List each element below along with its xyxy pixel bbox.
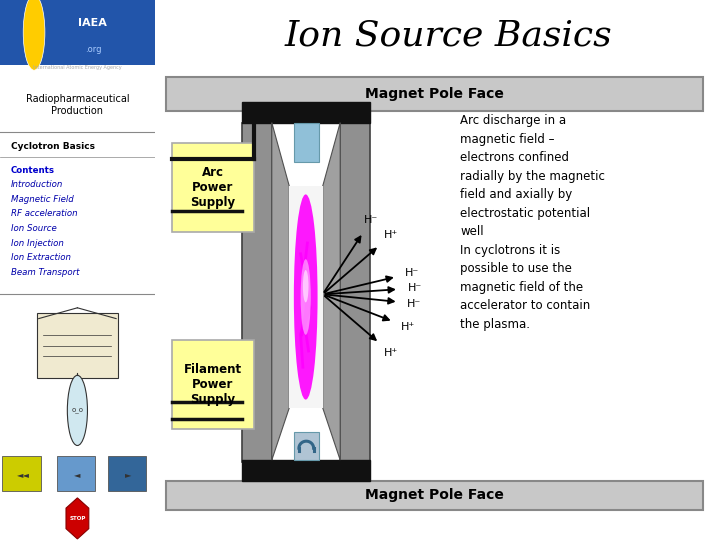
- Bar: [166, 77, 703, 111]
- Text: Ion Source: Ion Source: [11, 224, 57, 233]
- Text: Introduction: Introduction: [11, 180, 63, 189]
- Bar: [172, 143, 253, 232]
- Text: Contents: Contents: [11, 166, 55, 174]
- Bar: [340, 123, 369, 462]
- Text: ◄◄: ◄◄: [17, 470, 30, 478]
- Circle shape: [23, 0, 45, 70]
- Text: Ion Source Basics: Ion Source Basics: [285, 18, 613, 52]
- Polygon shape: [271, 123, 289, 460]
- Bar: [294, 123, 319, 162]
- Polygon shape: [66, 498, 89, 539]
- Text: Ion Injection: Ion Injection: [11, 239, 63, 247]
- Ellipse shape: [294, 194, 318, 400]
- FancyBboxPatch shape: [107, 456, 146, 491]
- Text: ►: ►: [125, 470, 132, 478]
- Text: ◄: ◄: [74, 470, 81, 478]
- Text: H⁻: H⁻: [408, 283, 422, 293]
- Text: H⁻: H⁻: [408, 299, 421, 308]
- Text: Ion Extraction: Ion Extraction: [11, 253, 71, 262]
- Text: H⁺: H⁺: [384, 348, 398, 358]
- Text: H⁻: H⁻: [405, 268, 419, 278]
- FancyBboxPatch shape: [0, 0, 155, 65]
- Bar: [243, 460, 369, 481]
- FancyBboxPatch shape: [56, 456, 95, 491]
- Text: H⁺: H⁺: [384, 231, 398, 240]
- Text: Arc
Power
Supply: Arc Power Supply: [190, 166, 235, 210]
- FancyBboxPatch shape: [37, 313, 117, 378]
- Text: o_o: o_o: [71, 407, 84, 414]
- Bar: [294, 432, 319, 460]
- Text: Filament
Power
Supply: Filament Power Supply: [184, 363, 242, 406]
- Polygon shape: [323, 123, 340, 460]
- Polygon shape: [289, 186, 323, 408]
- Text: Arc discharge in a
magnetic field –
electrons confined
radially by the magnetic
: Arc discharge in a magnetic field – elec…: [460, 114, 605, 331]
- Text: .org: .org: [85, 45, 101, 54]
- Text: Magnetic Field: Magnetic Field: [11, 195, 73, 204]
- Text: RF acceleration: RF acceleration: [11, 210, 78, 218]
- Text: Cyclotron Basics: Cyclotron Basics: [11, 143, 95, 151]
- Bar: [243, 123, 271, 462]
- Text: Magnet Pole Face: Magnet Pole Face: [365, 87, 504, 101]
- Text: STOP: STOP: [69, 516, 86, 521]
- Text: H⁺: H⁺: [401, 322, 415, 332]
- FancyBboxPatch shape: [2, 456, 41, 491]
- Ellipse shape: [303, 270, 309, 302]
- Bar: [172, 340, 253, 429]
- Bar: [166, 481, 703, 510]
- Text: IAEA: IAEA: [78, 18, 107, 28]
- Text: Radiopharmaceutical
Production: Radiopharmaceutical Production: [26, 94, 129, 116]
- Text: Magnet Pole Face: Magnet Pole Face: [365, 489, 504, 502]
- Text: Beam Transport: Beam Transport: [11, 268, 79, 276]
- Text: International Atomic Energy Agency: International Atomic Energy Agency: [33, 65, 122, 70]
- Circle shape: [68, 375, 87, 445]
- Text: H⁻: H⁻: [364, 215, 379, 225]
- Bar: [243, 102, 369, 123]
- Ellipse shape: [301, 259, 311, 335]
